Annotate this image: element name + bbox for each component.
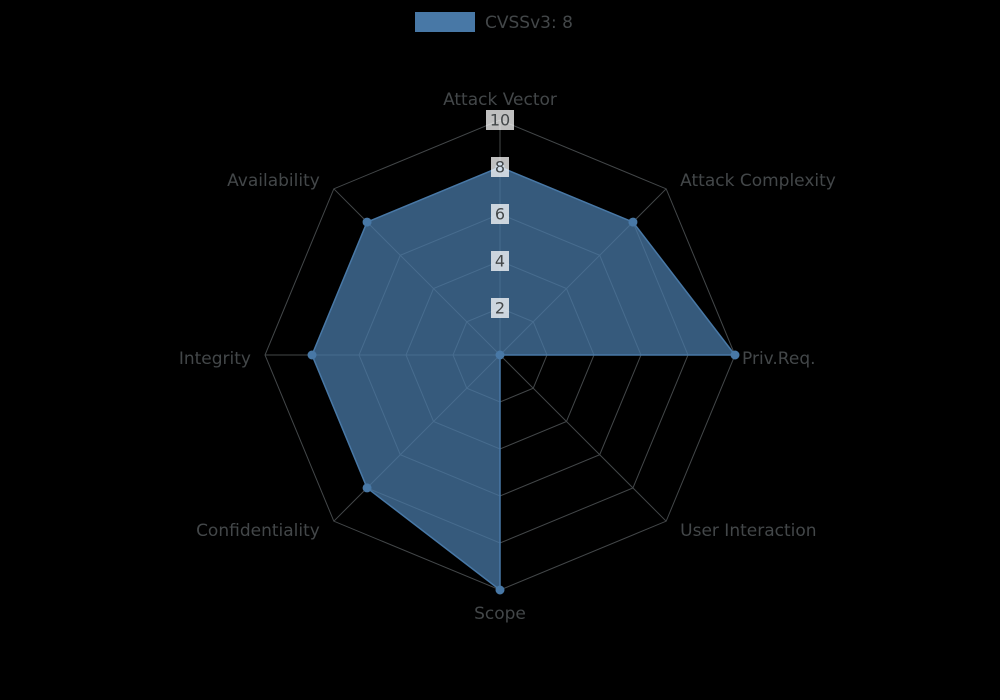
axis-label: User Interaction [680,521,816,541]
axis-label: Confidentiality [196,521,320,541]
axis-label: Attack Vector [443,90,557,110]
series-point [731,351,739,359]
cvss-radar-chart: 2 4 6 8 10Attack Vector Attack Complexity Priv… [0,0,1000,700]
series-point [308,351,316,359]
series-point [629,218,637,226]
tick-label: 8 [495,158,505,177]
tick-label: 10 [490,111,510,130]
series-point [363,484,371,492]
series-point [496,351,504,359]
tick-label: 6 [495,205,505,224]
axis-label: Scope [474,604,526,624]
legend-swatch [415,12,475,32]
tick-label: 4 [495,252,505,271]
legend-label: CVSSv3: 8 [485,13,573,33]
tick-label: 2 [495,299,505,318]
axis-label: Priv.Req. [742,349,816,369]
axis-label: Attack Complexity [680,171,836,191]
axis-label: Availability [227,171,320,191]
series-point [363,218,371,226]
series-point [496,586,504,594]
axis-label: Integrity [179,349,251,369]
